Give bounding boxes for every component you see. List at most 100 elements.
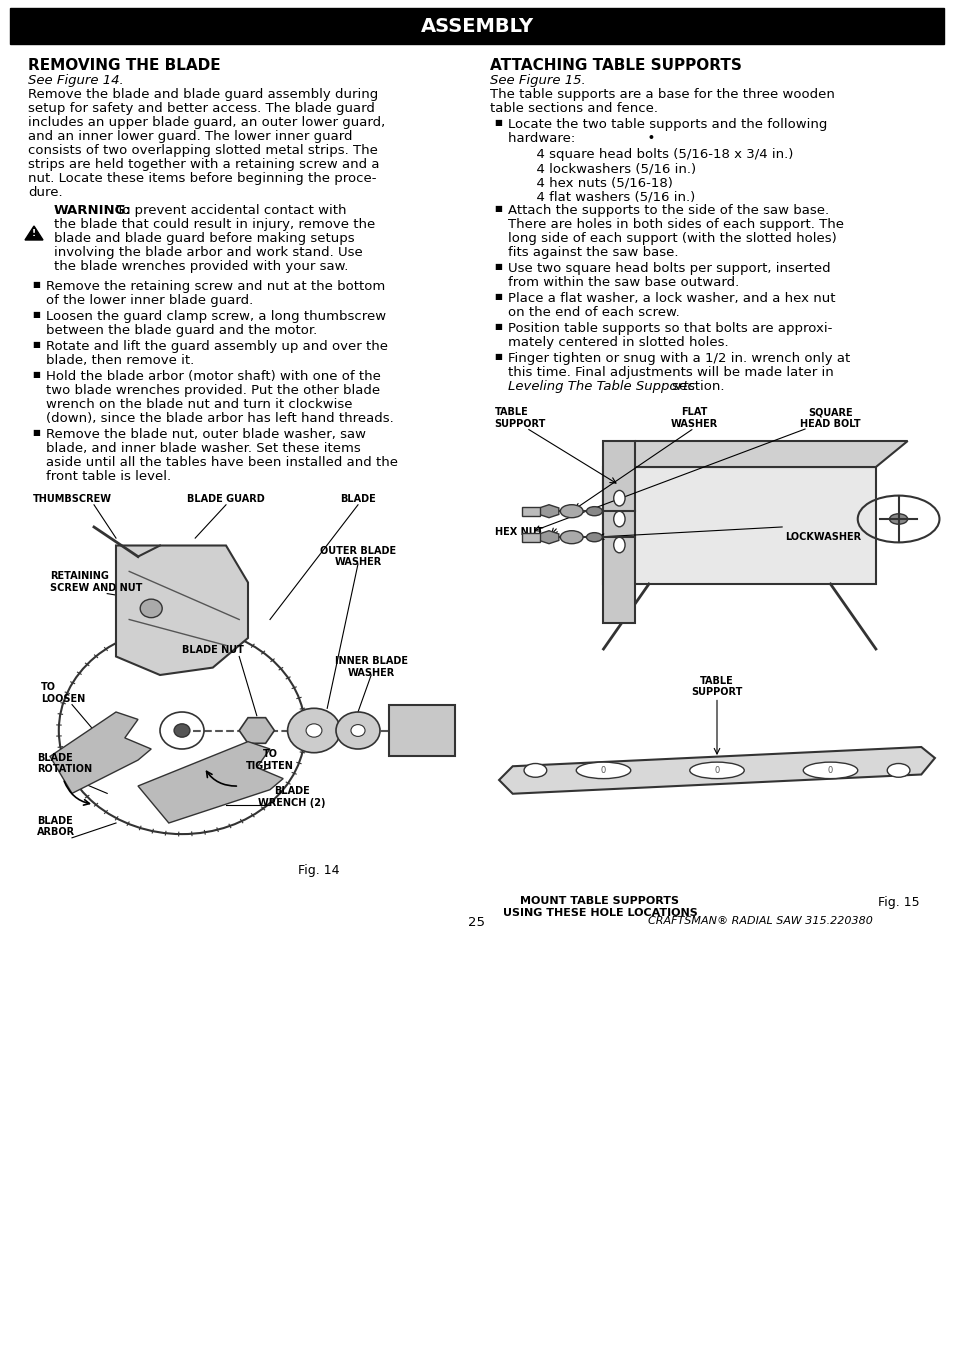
- Text: See Figure 15.: See Figure 15.: [490, 73, 585, 87]
- Text: MOUNT TABLE SUPPORTS
USING THESE HOLE LOCATIONS: MOUNT TABLE SUPPORTS USING THESE HOLE LO…: [502, 896, 697, 917]
- Text: aside until all the tables have been installed and the: aside until all the tables have been ins…: [46, 457, 397, 469]
- Text: ATTACHING TABLE SUPPORTS: ATTACHING TABLE SUPPORTS: [490, 58, 741, 73]
- Text: includes an upper blade guard, an outer lower guard,: includes an upper blade guard, an outer …: [28, 116, 385, 129]
- Bar: [10, 8, 943, 43]
- Text: TO
TIGHTEN: TO TIGHTEN: [246, 749, 294, 771]
- Text: ■: ■: [32, 280, 40, 289]
- Text: LOCKWASHER: LOCKWASHER: [784, 531, 861, 542]
- Text: CRAFTSMAN® RADIAL SAW 315.220380: CRAFTSMAN® RADIAL SAW 315.220380: [647, 916, 872, 925]
- Text: 25: 25: [468, 916, 485, 930]
- Circle shape: [351, 724, 365, 737]
- Text: hardware:                 •: hardware: •: [507, 132, 655, 145]
- Text: BLADE: BLADE: [340, 493, 375, 504]
- Text: fits against the saw base.: fits against the saw base.: [507, 246, 678, 260]
- Text: nut. Locate these items before beginning the proce-: nut. Locate these items before beginning…: [28, 173, 376, 185]
- Text: TO
LOOSEN: TO LOOSEN: [41, 682, 86, 704]
- Text: Remove the blade and blade guard assembly during: Remove the blade and blade guard assembl…: [28, 88, 377, 101]
- Text: Attach the supports to the side of the saw base.: Attach the supports to the side of the s…: [507, 204, 828, 217]
- Text: two blade wrenches provided. Put the other blade: two blade wrenches provided. Put the oth…: [46, 385, 379, 397]
- Text: There are holes in both sides of each support. The: There are holes in both sides of each su…: [507, 217, 843, 231]
- Text: BLADE
ROTATION: BLADE ROTATION: [37, 753, 91, 775]
- Text: and an inner lower guard. The lower inner guard: and an inner lower guard. The lower inne…: [28, 130, 352, 143]
- Text: !: !: [31, 228, 36, 238]
- Polygon shape: [498, 747, 934, 794]
- Text: THUMBSCREW: THUMBSCREW: [32, 493, 112, 504]
- Text: wrench on the blade nut and turn it clockwise: wrench on the blade nut and turn it cloc…: [46, 398, 352, 410]
- Ellipse shape: [802, 762, 857, 779]
- Text: Loosen the guard clamp screw, a long thumbscrew: Loosen the guard clamp screw, a long thu…: [46, 310, 386, 323]
- Text: 0: 0: [600, 766, 605, 775]
- Text: dure.: dure.: [28, 186, 63, 198]
- Text: blade and blade guard before making setups: blade and blade guard before making setu…: [54, 232, 355, 245]
- Text: ■: ■: [32, 428, 40, 438]
- Text: setup for safety and better access. The blade guard: setup for safety and better access. The …: [28, 102, 375, 116]
- Text: consists of two overlapping slotted metal strips. The: consists of two overlapping slotted meta…: [28, 144, 377, 158]
- Text: Hold the blade arbor (motor shaft) with one of the: Hold the blade arbor (motor shaft) with …: [46, 370, 380, 383]
- Text: table sections and fence.: table sections and fence.: [490, 102, 658, 116]
- Polygon shape: [50, 712, 151, 794]
- Text: 4 flat washers (5/16 in.): 4 flat washers (5/16 in.): [527, 190, 695, 202]
- Text: of the lower inner blade guard.: of the lower inner blade guard.: [46, 294, 253, 307]
- Polygon shape: [603, 467, 875, 584]
- Text: (down), since the blade arbor has left hand threads.: (down), since the blade arbor has left h…: [46, 412, 394, 425]
- Polygon shape: [25, 226, 43, 241]
- Text: TABLE
SUPPORT: TABLE SUPPORT: [494, 408, 545, 429]
- Polygon shape: [603, 442, 906, 467]
- Text: ■: ■: [494, 352, 501, 361]
- Text: blade, then remove it.: blade, then remove it.: [46, 353, 194, 367]
- Text: ■: ■: [494, 204, 501, 213]
- Text: 0: 0: [827, 766, 832, 775]
- Circle shape: [173, 724, 190, 737]
- Polygon shape: [138, 742, 283, 824]
- Text: Use two square head bolts per support, inserted: Use two square head bolts per support, i…: [507, 262, 830, 275]
- Text: BLADE
ARBOR: BLADE ARBOR: [37, 815, 75, 837]
- Text: ■: ■: [32, 340, 40, 349]
- Circle shape: [140, 599, 162, 617]
- Ellipse shape: [586, 533, 601, 542]
- Text: HEX NUT: HEX NUT: [494, 527, 542, 537]
- Text: 4 square head bolts (5/16-18 x 3/4 in.): 4 square head bolts (5/16-18 x 3/4 in.): [527, 148, 793, 160]
- Text: ■: ■: [494, 322, 501, 332]
- Text: Remove the blade nut, outer blade washer, saw: Remove the blade nut, outer blade washer…: [46, 428, 366, 442]
- Text: Fig. 14: Fig. 14: [298, 864, 339, 877]
- Text: ASSEMBLY: ASSEMBLY: [420, 16, 533, 35]
- Text: BLADE GUARD: BLADE GUARD: [187, 493, 265, 504]
- Text: from within the saw base outward.: from within the saw base outward.: [507, 276, 739, 289]
- Text: Rotate and lift the guard assembly up and over the: Rotate and lift the guard assembly up an…: [46, 340, 388, 353]
- Text: Leveling The Table Supports: Leveling The Table Supports: [507, 381, 695, 393]
- Bar: [521, 507, 539, 516]
- Text: Finger tighten or snug with a 1/2 in. wrench only at: Finger tighten or snug with a 1/2 in. wr…: [507, 352, 849, 366]
- Ellipse shape: [613, 491, 624, 506]
- Polygon shape: [603, 442, 635, 622]
- Text: on the end of each screw.: on the end of each screw.: [507, 306, 679, 319]
- Text: FLAT
WASHER: FLAT WASHER: [670, 408, 718, 429]
- Text: blade, and inner blade washer. Set these items: blade, and inner blade washer. Set these…: [46, 442, 360, 455]
- Text: Position table supports so that bolts are approxi-: Position table supports so that bolts ar…: [507, 322, 832, 336]
- Text: front table is level.: front table is level.: [46, 470, 171, 482]
- Text: Locate the two table supports and the following: Locate the two table supports and the fo…: [507, 118, 826, 130]
- Text: this time. Final adjustments will be made later in: this time. Final adjustments will be mad…: [507, 366, 833, 379]
- Text: ■: ■: [494, 292, 501, 300]
- Text: 0: 0: [714, 766, 719, 775]
- Text: INNER BLADE
WASHER: INNER BLADE WASHER: [335, 656, 407, 678]
- Text: between the blade guard and the motor.: between the blade guard and the motor.: [46, 323, 317, 337]
- Text: involving the blade arbor and work stand. Use: involving the blade arbor and work stand…: [54, 246, 362, 260]
- Circle shape: [523, 764, 546, 777]
- Text: REMOVING THE BLADE: REMOVING THE BLADE: [28, 58, 220, 73]
- Ellipse shape: [586, 507, 601, 516]
- Circle shape: [886, 764, 909, 777]
- Text: The table supports are a base for the three wooden: The table supports are a base for the th…: [490, 88, 834, 101]
- Polygon shape: [116, 545, 248, 675]
- Circle shape: [287, 708, 340, 753]
- Text: ■: ■: [32, 310, 40, 319]
- Circle shape: [306, 724, 321, 737]
- Text: TABLE
SUPPORT: TABLE SUPPORT: [691, 675, 741, 697]
- Text: ■: ■: [494, 262, 501, 270]
- Ellipse shape: [576, 762, 630, 779]
- Ellipse shape: [689, 762, 743, 779]
- Text: ■: ■: [32, 370, 40, 379]
- Text: strips are held together with a retaining screw and a: strips are held together with a retainin…: [28, 158, 379, 171]
- Ellipse shape: [613, 537, 624, 553]
- Text: the blade that could result in injury, remove the: the blade that could result in injury, r…: [54, 217, 375, 231]
- Ellipse shape: [559, 531, 582, 544]
